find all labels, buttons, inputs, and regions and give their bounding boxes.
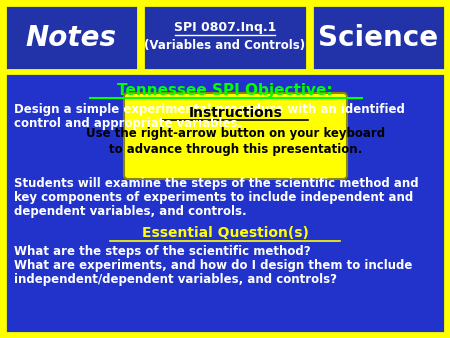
- Text: Science: Science: [318, 24, 438, 51]
- Text: key components of experiments to include independent and: key components of experiments to include…: [14, 191, 413, 203]
- Text: Essential Question(s): Essential Question(s): [142, 226, 308, 240]
- Text: Use the right-arrow button on your keyboard: Use the right-arrow button on your keybo…: [86, 127, 385, 141]
- Text: Students will examine the steps of the scientific method and: Students will examine the steps of the s…: [14, 176, 418, 190]
- Text: to advance through this presentation.: to advance through this presentation.: [109, 143, 362, 155]
- FancyBboxPatch shape: [143, 5, 307, 70]
- FancyBboxPatch shape: [312, 5, 445, 70]
- Text: Notes: Notes: [26, 24, 117, 51]
- Text: Tennessee SPI Objective:: Tennessee SPI Objective:: [117, 82, 333, 97]
- FancyBboxPatch shape: [5, 5, 138, 70]
- FancyBboxPatch shape: [5, 73, 445, 333]
- FancyBboxPatch shape: [124, 93, 347, 179]
- Text: Instructions: Instructions: [189, 106, 283, 120]
- Text: (Variables and Controls): (Variables and Controls): [144, 39, 306, 52]
- Text: What are experiments, and how do I design them to include: What are experiments, and how do I desig…: [14, 260, 412, 272]
- Text: control and appropriate variables.: control and appropriate variables.: [14, 118, 242, 130]
- Text: Design a simple experimental procedure with an identified: Design a simple experimental procedure w…: [14, 103, 405, 117]
- Text: What are the steps of the scientific method?: What are the steps of the scientific met…: [14, 245, 310, 259]
- Text: dependent variables, and controls.: dependent variables, and controls.: [14, 204, 247, 217]
- Text: SPI 0807.Inq.1: SPI 0807.Inq.1: [174, 21, 276, 34]
- Text: independent/dependent variables, and controls?: independent/dependent variables, and con…: [14, 273, 337, 287]
